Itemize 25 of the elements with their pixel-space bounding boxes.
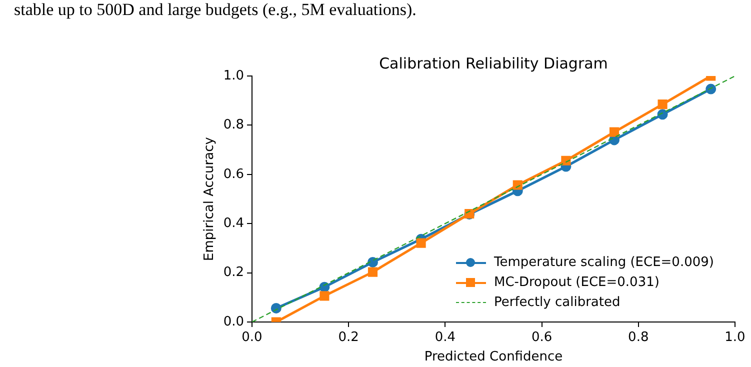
y-tick-label: 0.8 xyxy=(223,118,244,133)
x-tick-label: 0.0 xyxy=(242,330,262,346)
x-tick-label: 1.0 xyxy=(724,330,746,346)
text: stable up to 500D and large budgets (e.g., 5M evaluations). xyxy=(14,0,416,19)
y-tick-label: 0.6 xyxy=(223,166,244,182)
y-tick-label: 0.0 xyxy=(223,314,244,330)
point xyxy=(368,267,378,277)
x-tick-label: 0.6 xyxy=(531,330,552,346)
chart-title: Calibration Reliability Diagram xyxy=(379,54,608,72)
x-tick-label: 0.4 xyxy=(434,330,456,346)
x-tick-label: 0.8 xyxy=(628,330,649,346)
x-tick-label: 0.2 xyxy=(338,330,359,346)
y-tick-label: 1.0 xyxy=(223,68,244,84)
y-tick-label: 0.4 xyxy=(223,216,244,231)
point xyxy=(658,100,668,110)
legend-label: Temperature scaling (ECE=0.009) xyxy=(494,254,714,272)
y-axis-title: Empirical Accuracy xyxy=(202,136,218,261)
point xyxy=(416,238,426,248)
point xyxy=(609,127,620,137)
legend-label: MC-Dropout (ECE=0.031) xyxy=(494,274,660,292)
point xyxy=(320,291,330,301)
y-tick-label: 0.2 xyxy=(223,265,244,280)
x-axis-title: Predicted Confidence xyxy=(424,350,563,365)
legend-label: Perfectly calibrated xyxy=(494,294,620,312)
point xyxy=(368,256,378,268)
